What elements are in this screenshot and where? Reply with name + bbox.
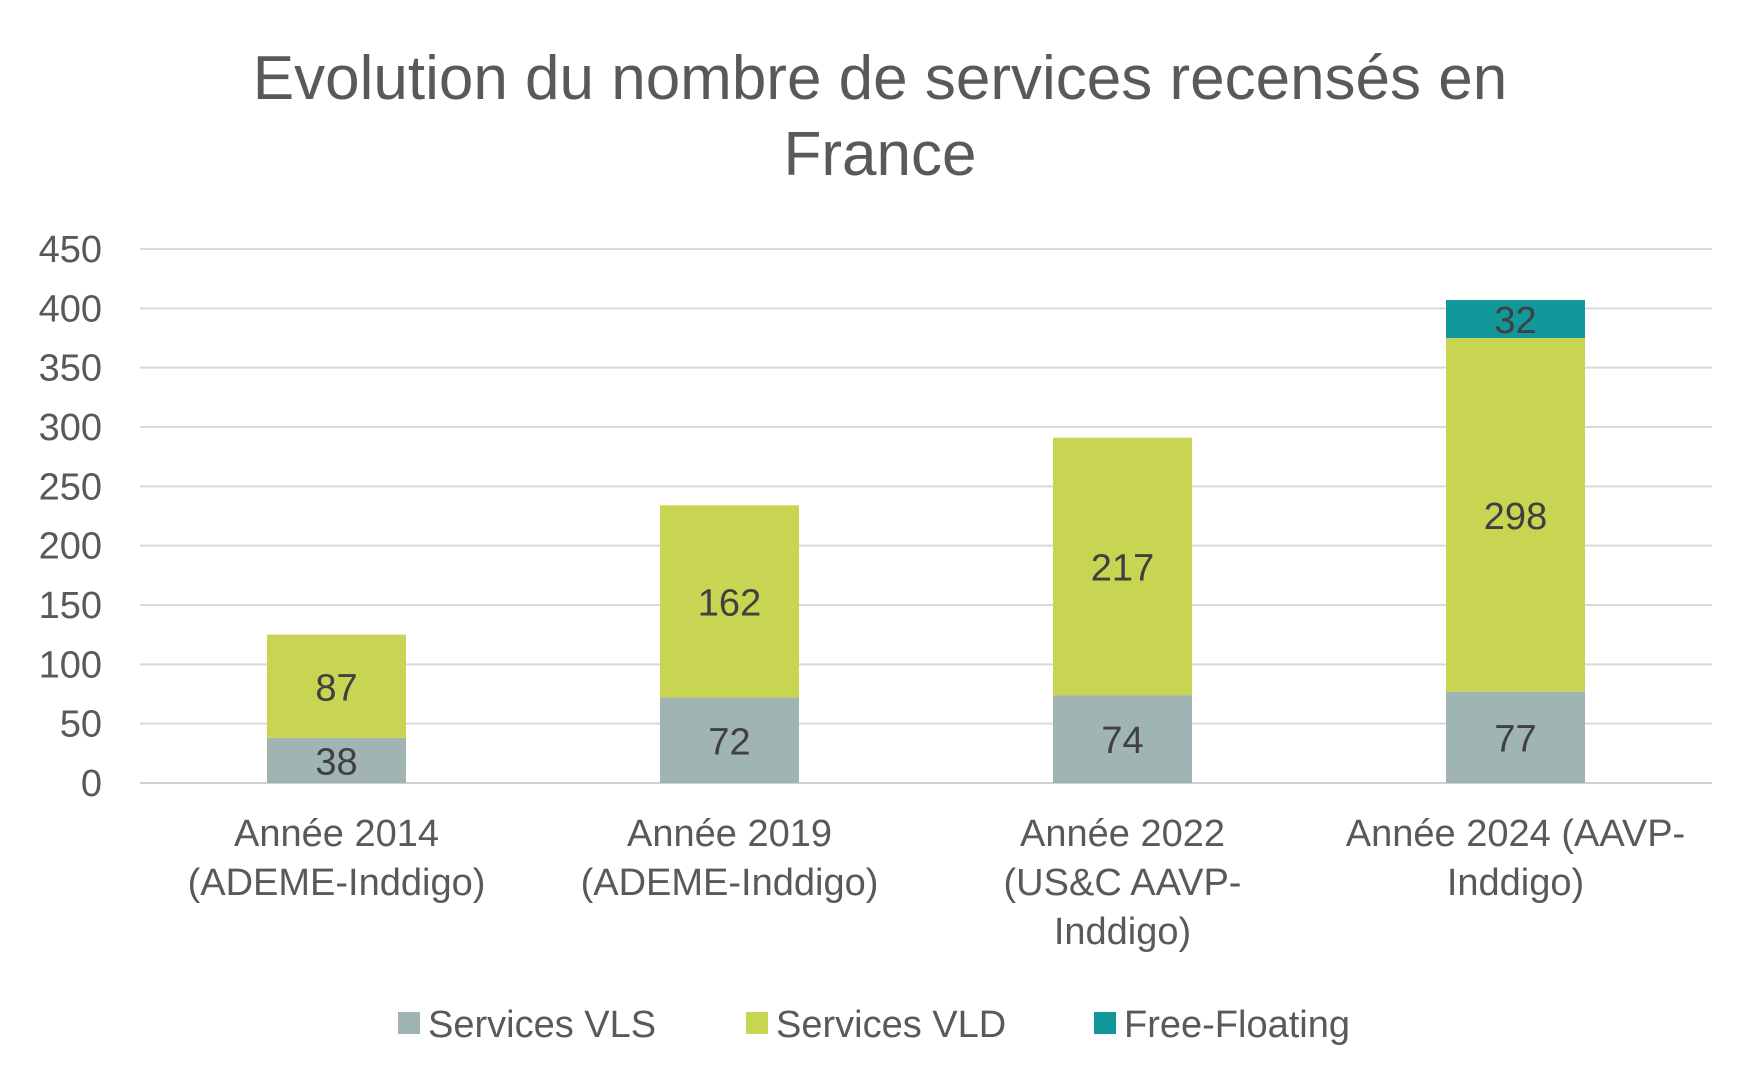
bar-services-vls-1 [267, 737, 406, 783]
data-label: 217 [1091, 547, 1154, 589]
legend-swatch-1 [398, 1012, 420, 1034]
legend: Services VLS Services VLD Free-Floating [398, 1004, 1350, 1046]
data-label: 77 [1494, 718, 1536, 760]
x-category-label: Année 2014 [234, 813, 439, 855]
bars [267, 300, 1585, 783]
data-label: 32 [1494, 300, 1536, 342]
bar-services-vls-2 [660, 697, 799, 783]
x-category-label: (ADEME-Inddigo) [188, 862, 486, 904]
y-tick-label: 450 [39, 229, 102, 271]
data-label: 74 [1101, 720, 1143, 762]
x-category-label: Année 2022 [1020, 813, 1225, 855]
x-category-label: Inddigo) [1447, 862, 1584, 904]
y-tick-label: 300 [39, 407, 102, 449]
y-tick-label: 200 [39, 526, 102, 568]
bar-services-vld-3 [1053, 437, 1192, 696]
x-category-label: (ADEME-Inddigo) [581, 862, 879, 904]
data-label: 72 [708, 721, 750, 763]
data-label: 298 [1484, 496, 1547, 538]
y-tick-label: 150 [39, 585, 102, 627]
x-axis-categories: Année 2014 (ADEME-Inddigo) Année 2019 (ADEM… [188, 813, 1686, 953]
chart-title-line-2: France [784, 120, 977, 189]
y-tick-label: 350 [39, 348, 102, 390]
data-labels: 38 87 72 162 74 217 77 298 32 [315, 300, 1547, 783]
legend-label-2: Services VLD [776, 1004, 1006, 1046]
bar-services-vls-3 [1053, 695, 1192, 783]
chart-title: Evolution du nombre de services recensés… [253, 44, 1507, 189]
legend-label-3: Free-Floating [1124, 1004, 1350, 1046]
y-tick-label: 100 [39, 644, 102, 686]
y-tick-label: 50 [60, 704, 102, 746]
x-category-label: Année 2024 (AAVP- [1346, 813, 1685, 855]
y-tick-label: 400 [39, 288, 102, 330]
y-tick-label: 250 [39, 466, 102, 508]
bar-services-vld-2 [660, 505, 799, 698]
bar-services-vls-4 [1446, 691, 1585, 783]
bar-services-vld-1 [267, 634, 406, 738]
legend-label-1: Services VLS [428, 1004, 656, 1046]
data-label: 38 [315, 741, 357, 783]
y-axis-ticks: 0 50 100 150 200 250 300 350 400 450 [39, 229, 102, 805]
legend-swatch-2 [746, 1012, 768, 1034]
x-category-label: Année 2019 [627, 813, 832, 855]
y-tick-label: 0 [81, 763, 102, 805]
chart-title-line-1: Evolution du nombre de services recensés… [253, 44, 1507, 113]
bar-free-floating-4 [1446, 300, 1585, 338]
data-label: 87 [315, 667, 357, 709]
bar-services-vld-4 [1446, 338, 1585, 692]
data-label: 162 [698, 582, 761, 624]
x-category-label: (US&C AAVP- [1004, 862, 1242, 904]
legend-swatch-3 [1094, 1012, 1116, 1034]
x-category-label: Inddigo) [1054, 911, 1191, 953]
